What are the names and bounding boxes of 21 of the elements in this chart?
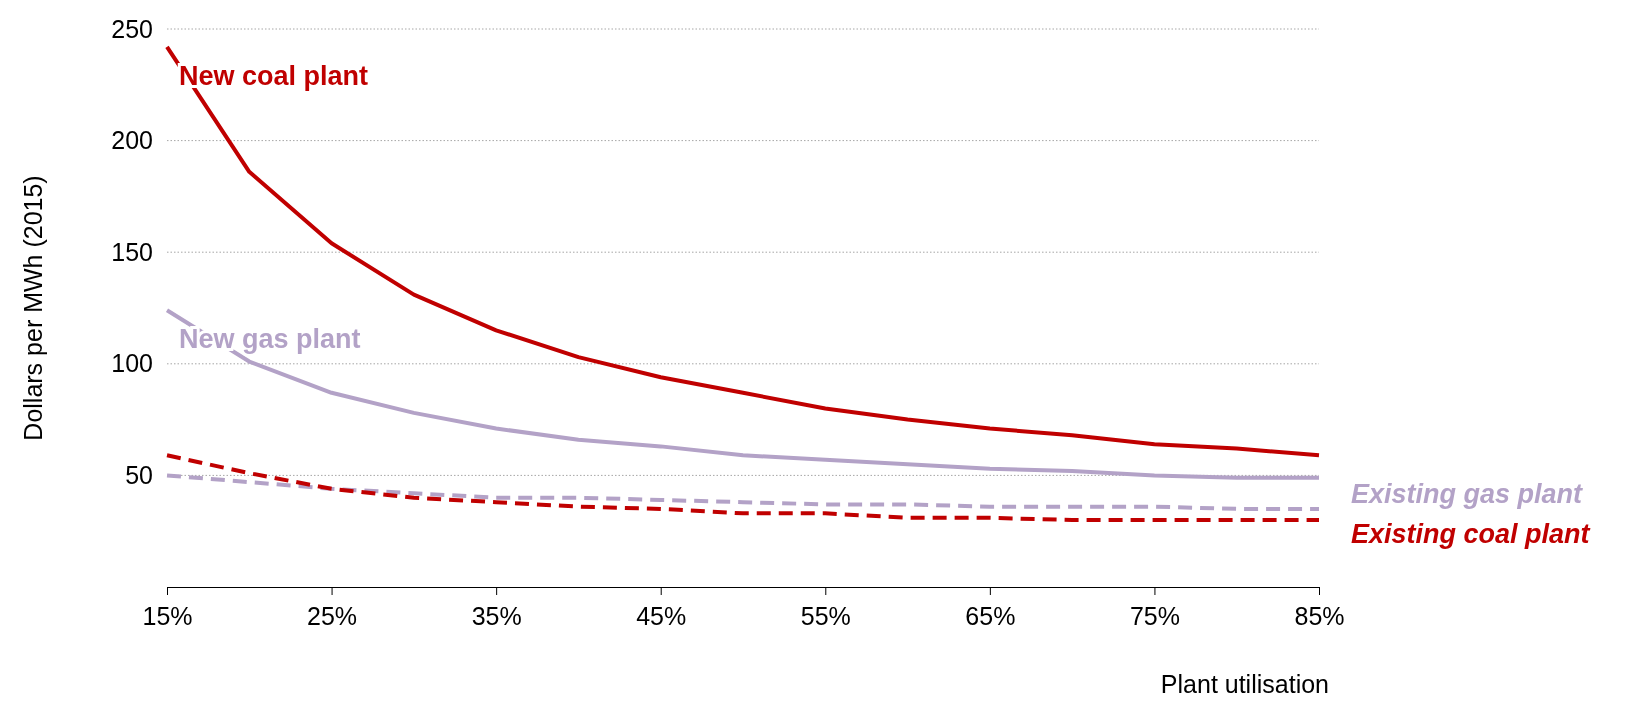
x-tick-label: 25% <box>307 601 358 630</box>
y-tick-label: 250 <box>111 14 153 43</box>
y-axis-title: Dollars per MWh (2015) <box>19 175 47 441</box>
x-tick-label: 65% <box>965 601 1016 630</box>
line-series <box>165 473 1321 511</box>
line-series <box>165 308 1321 480</box>
x-axis-title: Plant utilisation <box>1160 670 1329 698</box>
y-tick-label: 200 <box>111 126 153 155</box>
x-tick-label: 75% <box>1129 601 1180 630</box>
x-tick-label: 55% <box>800 601 851 630</box>
y-tick-label: 150 <box>111 237 153 266</box>
line-series <box>165 44 1321 458</box>
y-tick-label: 50 <box>125 460 153 489</box>
y-tick-label: 100 <box>111 349 153 378</box>
x-tick-label: 15% <box>142 601 193 630</box>
series-label: Existing coal plant <box>1351 519 1591 550</box>
x-tick-label: 85% <box>1294 601 1345 630</box>
series-label: Existing gas plant <box>1351 479 1584 510</box>
x-tick-label: 35% <box>471 601 522 630</box>
line-series <box>165 453 1321 523</box>
x-tick-label: 45% <box>636 601 687 630</box>
